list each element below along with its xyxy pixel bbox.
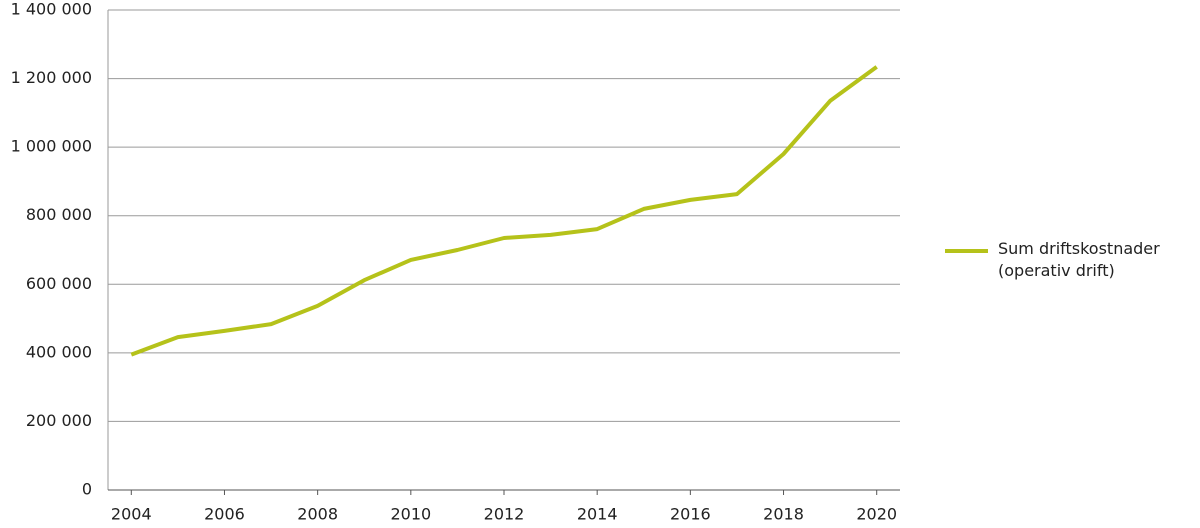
y-tick-label: 1 400 000: [11, 0, 92, 19]
y-tick-label: 400 000: [26, 342, 92, 361]
x-tick-label: 2014: [577, 505, 618, 524]
data-line: [130, 65, 878, 357]
x-tick-label: 2020: [856, 505, 897, 524]
x-tick-label: 2006: [204, 505, 245, 524]
y-tick-label: 1 200 000: [11, 68, 92, 87]
x-tick-label: 2008: [297, 505, 338, 524]
x-tick-label: 2010: [390, 505, 431, 524]
y-tick-label: 0: [82, 480, 92, 499]
y-tick-label: 800 000: [26, 205, 92, 224]
x-tick-label: 2018: [763, 505, 804, 524]
x-tick-label: 2016: [670, 505, 711, 524]
y-tick-label: 200 000: [26, 411, 92, 430]
x-tick-label: 2004: [111, 505, 152, 524]
legend-label: Sum driftskostnader (operativ drift): [998, 239, 1160, 280]
y-tick-label: 600 000: [26, 274, 92, 293]
y-tick-label: 1 000 000: [11, 137, 92, 156]
x-tick-label: 2012: [484, 505, 525, 524]
